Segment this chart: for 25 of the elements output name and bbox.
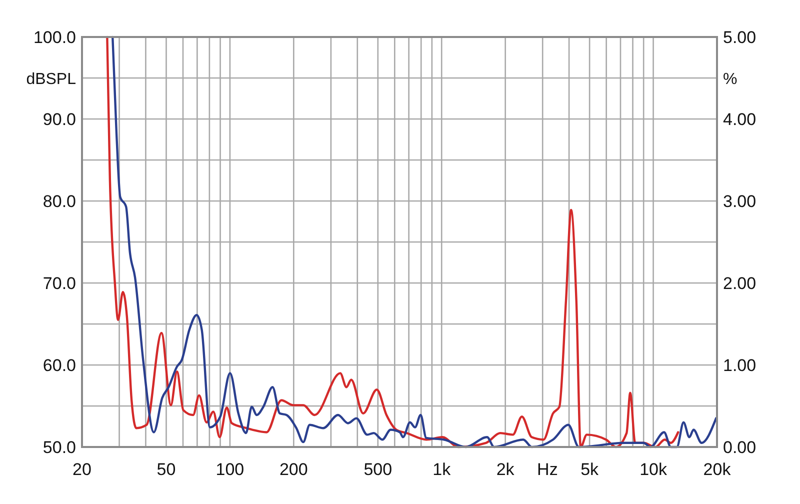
x-tick-label: 50 (156, 460, 176, 479)
y2-tick-label: 4.00 (723, 110, 756, 129)
y-axis-title: dBSPL (26, 71, 76, 88)
x-tick-label: 5k (580, 460, 600, 479)
y2-tick-label: 3.00 (723, 192, 756, 211)
y2-tick-label: 1.00 (723, 356, 756, 375)
y-tick-label: 100.0 (33, 28, 76, 47)
y-tick-label: 50.0 (42, 438, 76, 457)
y2-tick-label: 2.00 (723, 274, 756, 293)
y2-tick-label: 5.00 (723, 28, 756, 47)
x-tick-label: 20 (72, 460, 92, 479)
x-tick-label: 500 (364, 460, 392, 479)
y-tick-label: 70.0 (42, 274, 76, 293)
x-axis-title: Hz (537, 460, 558, 479)
y2-tick-label: 0.00 (723, 438, 756, 457)
y-tick-label: 90.0 (42, 110, 76, 129)
x-tick-label: 10k (640, 460, 668, 479)
y2-axis-title: % (723, 71, 738, 88)
y-tick-label: 80.0 (42, 192, 76, 211)
x-tick-label: 100 (216, 460, 244, 479)
y-tick-label: 60.0 (42, 356, 76, 375)
x-tick-label: 20k (703, 460, 732, 479)
x-tick-label: 200 (279, 460, 308, 479)
x-tick-label: 1k (432, 460, 452, 479)
x-tick-label: 2k (496, 460, 515, 479)
